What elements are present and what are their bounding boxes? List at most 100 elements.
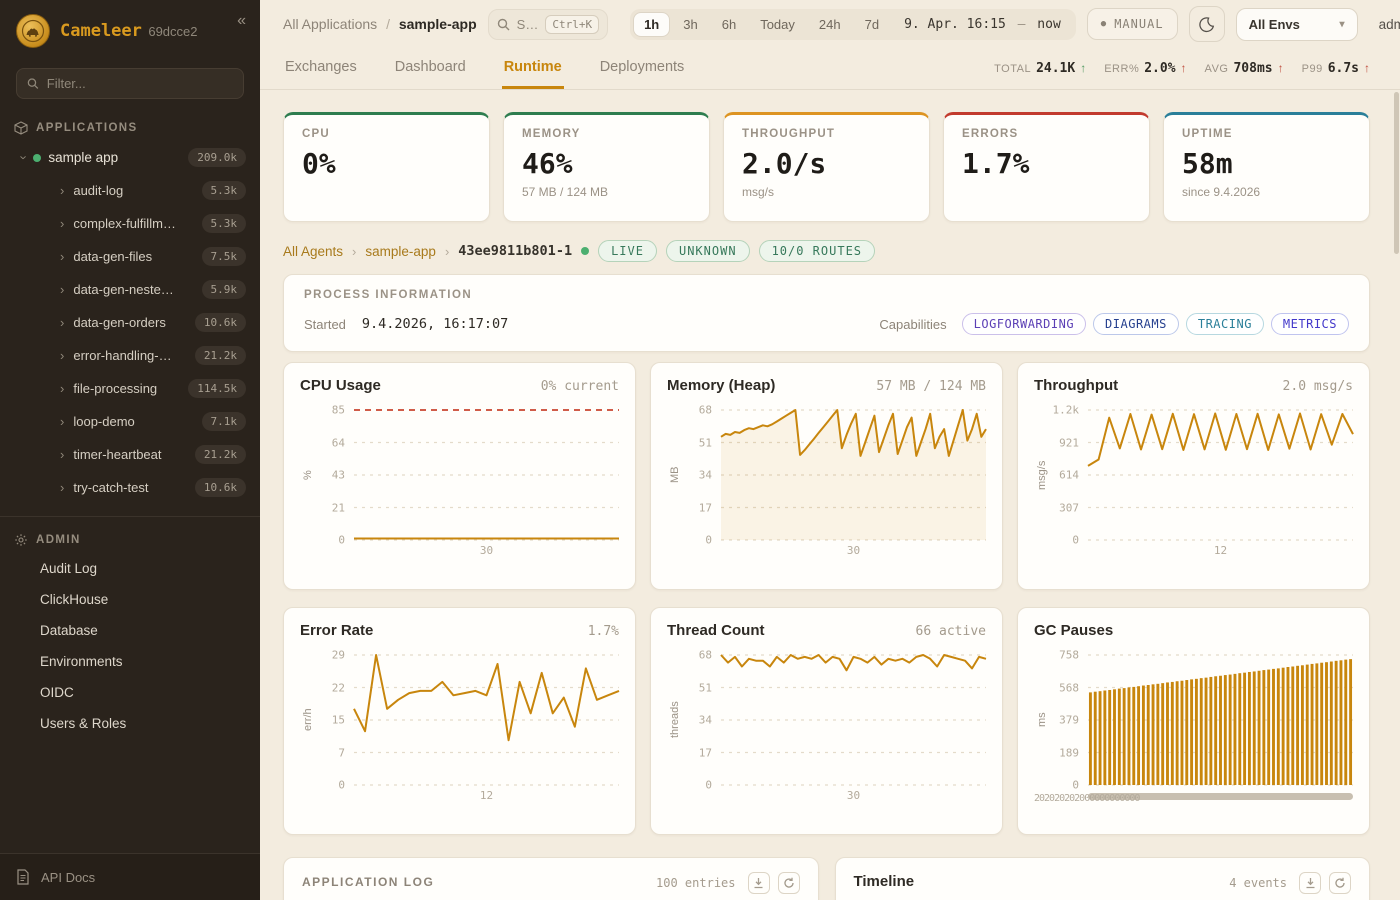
sidebar-route-item[interactable]: › data-gen-files 7.5k bbox=[0, 240, 260, 273]
stats-bar: TOTAL 24.1K ↑ ERR% 2.0% ↑ AVG 708ms ↑ P9… bbox=[994, 48, 1370, 89]
x-axis: 30 bbox=[667, 544, 986, 562]
user-label: admin bbox=[1378, 16, 1400, 32]
stat-value: 2.0% bbox=[1144, 61, 1176, 76]
x-axis: 30 bbox=[667, 789, 986, 807]
chart-scrollbar[interactable] bbox=[1088, 793, 1353, 800]
chevron-down-icon[interactable]: › bbox=[16, 155, 32, 160]
download-button[interactable] bbox=[747, 872, 770, 894]
sidebar-route-item[interactable]: › try-catch-test 10.6k bbox=[0, 471, 260, 504]
date-range[interactable]: 9. Apr. 16:15 — now bbox=[892, 17, 1073, 32]
sidebar-route-item[interactable]: › loop-demo 7.1k bbox=[0, 405, 260, 438]
metric-sub: since 9.4.2026 bbox=[1182, 185, 1261, 199]
download-button[interactable] bbox=[1299, 872, 1321, 894]
capability-badge: LOGFORWARDING bbox=[961, 313, 1087, 335]
route-label: data-gen-files bbox=[73, 249, 153, 264]
sidebar-item-environments[interactable]: Environments bbox=[40, 654, 123, 669]
sidebar-item-sample-app[interactable]: › sample app 209.0k bbox=[0, 141, 260, 174]
stat-value: 24.1K bbox=[1036, 61, 1076, 76]
sidebar-route-item[interactable]: › error-handling-… 21.2k bbox=[0, 339, 260, 372]
chevron-right-icon[interactable]: › bbox=[60, 315, 65, 330]
y-tick: 614 bbox=[1059, 468, 1079, 482]
global-search[interactable]: S… Ctrl+K bbox=[487, 8, 609, 40]
refresh-button[interactable] bbox=[1329, 872, 1351, 894]
sidebar-filter[interactable] bbox=[16, 68, 244, 99]
chevron-right-icon[interactable]: › bbox=[60, 348, 65, 363]
y-tick: 307 bbox=[1059, 501, 1079, 514]
search-icon bbox=[497, 18, 510, 30]
sidebar-route-item[interactable]: › data-gen-orders 10.6k bbox=[0, 306, 260, 339]
app-status-dot bbox=[33, 153, 42, 162]
chevron-right-icon[interactable]: › bbox=[60, 183, 65, 198]
y-axis-label: % bbox=[302, 470, 314, 480]
manual-dot-icon: ● bbox=[1100, 19, 1108, 29]
sidebar-route-item[interactable]: › audit-log 5.3k bbox=[0, 174, 260, 207]
route-label: error-handling-… bbox=[73, 348, 172, 363]
metric-card-throughput: THROUGHPUT 2.0/s msg/s bbox=[723, 112, 930, 222]
time-range-24h[interactable]: 24h bbox=[808, 12, 852, 37]
link-all-agents[interactable]: All Agents bbox=[283, 243, 344, 259]
y-tick: 68 bbox=[698, 403, 712, 417]
time-range-today[interactable]: Today bbox=[749, 12, 806, 37]
application-log-title: APPLICATION LOG bbox=[302, 875, 435, 889]
sidebar-item-oidc[interactable]: OIDC bbox=[40, 685, 74, 700]
chart-plot bbox=[354, 655, 619, 785]
chevron-right-icon[interactable]: › bbox=[60, 282, 65, 297]
breadcrumb: All Applications / sample-app bbox=[283, 16, 477, 32]
scrollbar[interactable] bbox=[1394, 92, 1399, 900]
y-axis-label: msg/s bbox=[1036, 460, 1048, 490]
manual-refresh-button[interactable]: ● MANUAL bbox=[1086, 8, 1178, 40]
chevron-right-icon[interactable]: › bbox=[60, 447, 65, 462]
filter-input[interactable] bbox=[46, 76, 233, 91]
breadcrumb-all-applications[interactable]: All Applications bbox=[283, 16, 378, 32]
started-label: Started bbox=[304, 316, 346, 332]
sidebar-item-audit-log[interactable]: Audit Log bbox=[40, 561, 98, 576]
chevron-right-icon[interactable]: › bbox=[60, 381, 65, 396]
date-range-separator: — bbox=[1017, 16, 1026, 32]
y-axis-ticks: 29 22 15 7 0 bbox=[316, 649, 354, 792]
time-range-7d[interactable]: 7d bbox=[854, 12, 890, 37]
sidebar-route-item[interactable]: › timer-heartbeat 21.2k bbox=[0, 438, 260, 471]
route-count-badge: 21.2k bbox=[194, 445, 246, 464]
moon-icon bbox=[1199, 16, 1215, 32]
sidebar-route-item[interactable]: › complex-fulfillm… 5.3k bbox=[0, 207, 260, 240]
refresh-button[interactable] bbox=[777, 872, 800, 894]
sidebar-item-database[interactable]: Database bbox=[40, 623, 98, 638]
chevron-right-icon[interactable]: › bbox=[60, 414, 65, 429]
tab-runtime[interactable]: Runtime bbox=[501, 48, 564, 89]
search-placeholder: S… bbox=[516, 16, 539, 32]
env-select[interactable]: All Envs ▾ bbox=[1235, 7, 1358, 41]
time-range-6h[interactable]: 6h bbox=[711, 12, 747, 37]
routes-list: › audit-log 5.3k › complex-fulfillm… 5.3… bbox=[0, 174, 260, 504]
chart-title: GC Pauses bbox=[1034, 622, 1114, 639]
route-count-badge: 114.5k bbox=[188, 379, 246, 398]
sidebar-route-item[interactable]: › data-gen-neste… 5.9k bbox=[0, 273, 260, 306]
chevron-right-icon[interactable]: › bbox=[60, 480, 65, 495]
env-select-value: All Envs bbox=[1248, 16, 1300, 32]
sidebar-item-api-docs[interactable]: API Docs bbox=[0, 853, 260, 900]
y-tick: 379 bbox=[1059, 713, 1079, 727]
tab-exchanges[interactable]: Exchanges bbox=[285, 59, 357, 75]
chart-header: Error Rate 1.7% bbox=[300, 622, 619, 639]
y-axis-label: MB bbox=[669, 466, 681, 484]
scrollbar-thumb[interactable] bbox=[1394, 92, 1399, 254]
dark-mode-toggle[interactable] bbox=[1188, 6, 1225, 42]
tab-deployments[interactable]: Deployments bbox=[599, 59, 685, 75]
time-range-1h[interactable]: 1h bbox=[633, 11, 671, 37]
sidebar-route-item[interactable]: › file-processing 114.5k bbox=[0, 372, 260, 405]
capability-pills: LOGFORWARDING DIAGRAMS TRACING METRICS bbox=[961, 313, 1349, 335]
search-shortcut: Ctrl+K bbox=[545, 14, 600, 34]
chart-plot bbox=[721, 410, 986, 540]
started-value: 9.4.2026, 16:17:07 bbox=[361, 316, 509, 332]
sidebar-item-clickhouse[interactable]: ClickHouse bbox=[40, 592, 109, 607]
chevron-right-icon[interactable]: › bbox=[60, 249, 65, 264]
sidebar-item-users-roles[interactable]: Users & Roles bbox=[40, 716, 127, 731]
chevron-right-icon[interactable]: › bbox=[60, 216, 65, 231]
tab-dashboard[interactable]: Dashboard bbox=[394, 59, 466, 75]
time-range-3h[interactable]: 3h bbox=[672, 12, 708, 37]
metric-value: 2.0/s bbox=[742, 147, 827, 180]
link-sample-app[interactable]: sample-app bbox=[365, 243, 436, 259]
route-label: audit-log bbox=[73, 183, 124, 198]
admin-list: Audit Log ClickHouse Database Environments O… bbox=[0, 553, 260, 739]
sidebar-header: Cameleer 69dcce2 « bbox=[0, 0, 260, 58]
sidebar-collapse-icon[interactable]: « bbox=[237, 12, 246, 29]
